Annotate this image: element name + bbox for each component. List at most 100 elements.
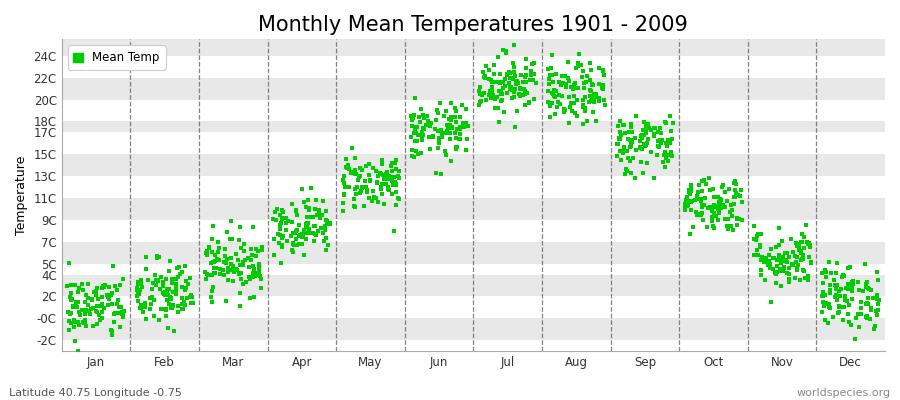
- Point: [473, 90, 488, 97]
- Point: [392, 196, 406, 203]
- Point: [512, 86, 526, 92]
- Point: [432, 140, 446, 146]
- Point: [60, 283, 75, 289]
- Point: [651, 143, 665, 149]
- Point: [363, 177, 377, 183]
- Point: [285, 201, 300, 207]
- Point: [460, 136, 474, 142]
- Point: [870, 312, 885, 318]
- Point: [316, 198, 330, 204]
- Point: [224, 236, 238, 243]
- Point: [234, 276, 248, 283]
- Point: [778, 258, 792, 264]
- Point: [819, 274, 833, 280]
- Point: [88, 292, 103, 298]
- Point: [381, 184, 395, 190]
- Point: [521, 99, 535, 105]
- Point: [762, 264, 777, 271]
- Point: [659, 154, 673, 161]
- Point: [456, 120, 471, 126]
- Point: [804, 259, 818, 266]
- Point: [660, 143, 674, 149]
- Point: [707, 194, 722, 201]
- Point: [763, 261, 778, 267]
- Point: [449, 119, 464, 125]
- Bar: [62, 132, 885, 154]
- Point: [684, 184, 698, 190]
- Point: [647, 133, 662, 139]
- Point: [641, 136, 655, 142]
- Point: [94, 309, 109, 316]
- Point: [351, 176, 365, 183]
- Point: [436, 130, 450, 136]
- Point: [754, 257, 769, 263]
- Point: [860, 300, 874, 307]
- Point: [637, 143, 652, 150]
- Point: [776, 254, 790, 260]
- Point: [577, 80, 591, 86]
- Point: [274, 234, 289, 241]
- Point: [321, 220, 336, 226]
- Point: [576, 96, 590, 103]
- Point: [597, 72, 611, 78]
- Point: [579, 94, 593, 100]
- Point: [290, 227, 304, 234]
- Point: [359, 187, 374, 193]
- Point: [472, 88, 486, 94]
- Point: [453, 126, 467, 132]
- Point: [612, 129, 626, 135]
- Point: [794, 248, 808, 254]
- Point: [347, 203, 362, 210]
- Point: [521, 100, 535, 106]
- Point: [233, 290, 248, 296]
- Point: [695, 188, 709, 194]
- Point: [472, 98, 487, 105]
- Point: [159, 290, 174, 296]
- Point: [246, 274, 260, 281]
- Point: [778, 250, 792, 256]
- Point: [792, 243, 806, 249]
- Point: [612, 135, 626, 141]
- Point: [770, 244, 784, 251]
- Point: [219, 298, 233, 304]
- Point: [253, 273, 267, 279]
- Point: [410, 147, 424, 154]
- Point: [803, 241, 817, 248]
- Point: [689, 212, 704, 218]
- Point: [433, 100, 447, 106]
- Point: [624, 121, 638, 127]
- Point: [436, 112, 451, 119]
- Point: [758, 258, 772, 265]
- Point: [176, 301, 190, 307]
- Point: [493, 79, 508, 86]
- Point: [311, 228, 326, 234]
- Point: [341, 166, 356, 172]
- Point: [633, 145, 647, 151]
- Point: [300, 230, 314, 236]
- Point: [636, 119, 651, 126]
- Point: [289, 207, 303, 214]
- Point: [748, 236, 762, 243]
- Point: [404, 113, 419, 119]
- Point: [574, 62, 589, 68]
- Point: [799, 239, 814, 245]
- Point: [112, 304, 127, 310]
- Point: [766, 266, 780, 272]
- Point: [491, 54, 506, 60]
- Point: [294, 231, 309, 237]
- Point: [318, 227, 332, 233]
- Point: [76, 287, 91, 294]
- Point: [71, 319, 86, 326]
- Point: [517, 86, 531, 92]
- Point: [543, 72, 557, 78]
- Point: [750, 247, 764, 253]
- Point: [616, 147, 631, 153]
- Point: [769, 271, 783, 277]
- Point: [524, 68, 538, 74]
- Point: [639, 126, 653, 133]
- Point: [233, 262, 248, 268]
- Point: [389, 166, 403, 172]
- Point: [276, 233, 291, 239]
- Point: [341, 165, 356, 171]
- Point: [635, 146, 650, 153]
